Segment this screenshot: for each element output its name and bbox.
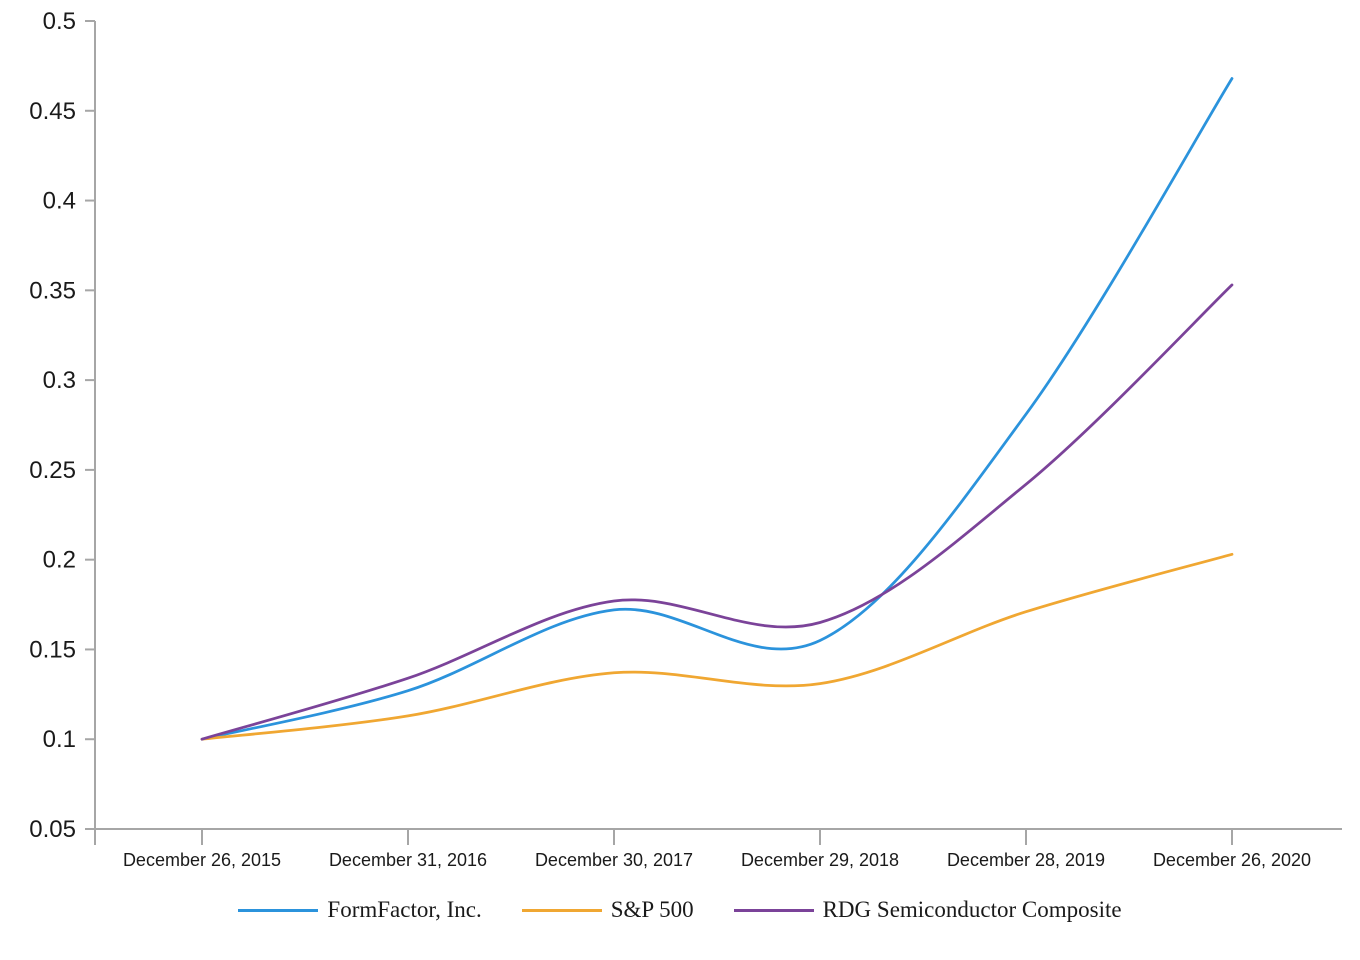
legend-label-rdg-semiconductor-composite: RDG Semiconductor Composite (822, 897, 1122, 922)
legend-swatch-sp500 (521, 908, 602, 912)
legend-swatch-formfactor (238, 908, 319, 912)
y-tick-label: 0.1 (43, 726, 76, 753)
series-line-rdg-semiconductor-composite (200, 283, 1234, 741)
legend-label-sp500: S&P 500 (610, 897, 694, 922)
series-line-sp500 (200, 552, 1234, 741)
y-tick-label: 0.3 (43, 367, 76, 394)
y-tick-label: 0.25 (29, 457, 76, 484)
legend-swatch-rdg-semiconductor-composite (733, 908, 814, 912)
y-tick-label: 0.5 (43, 8, 76, 35)
x-tick-label: December 28, 2019 (947, 850, 1105, 870)
y-tick-label: 0.2 (43, 547, 76, 574)
x-tick-label: December 29, 2018 (741, 850, 899, 870)
series-line-formfactor (200, 77, 1234, 741)
y-tick-label: 0.45 (29, 98, 76, 125)
x-tick-label: December 26, 2020 (1153, 850, 1311, 870)
x-tick-label: December 30, 2017 (535, 850, 693, 870)
legend-item-rdg-semiconductor-composite: RDG Semiconductor Composite (733, 897, 1122, 923)
y-tick-label: 0.35 (29, 277, 76, 304)
legend-item-sp500: S&P 500 (521, 897, 694, 923)
x-tick-label: December 31, 2016 (329, 850, 487, 870)
y-tick-label: 0.05 (29, 816, 76, 843)
legend-item-formfactor: FormFactor, Inc. (238, 897, 482, 923)
y-tick-label: 0.4 (43, 188, 76, 215)
legend-label-formfactor: FormFactor, Inc. (327, 897, 482, 922)
x-tick-label: December 26, 2015 (123, 850, 281, 870)
chart-legend: FormFactor, Inc. S&P 500 RDG Semiconductor… (0, 897, 1360, 923)
y-tick-label: 0.15 (29, 636, 76, 663)
